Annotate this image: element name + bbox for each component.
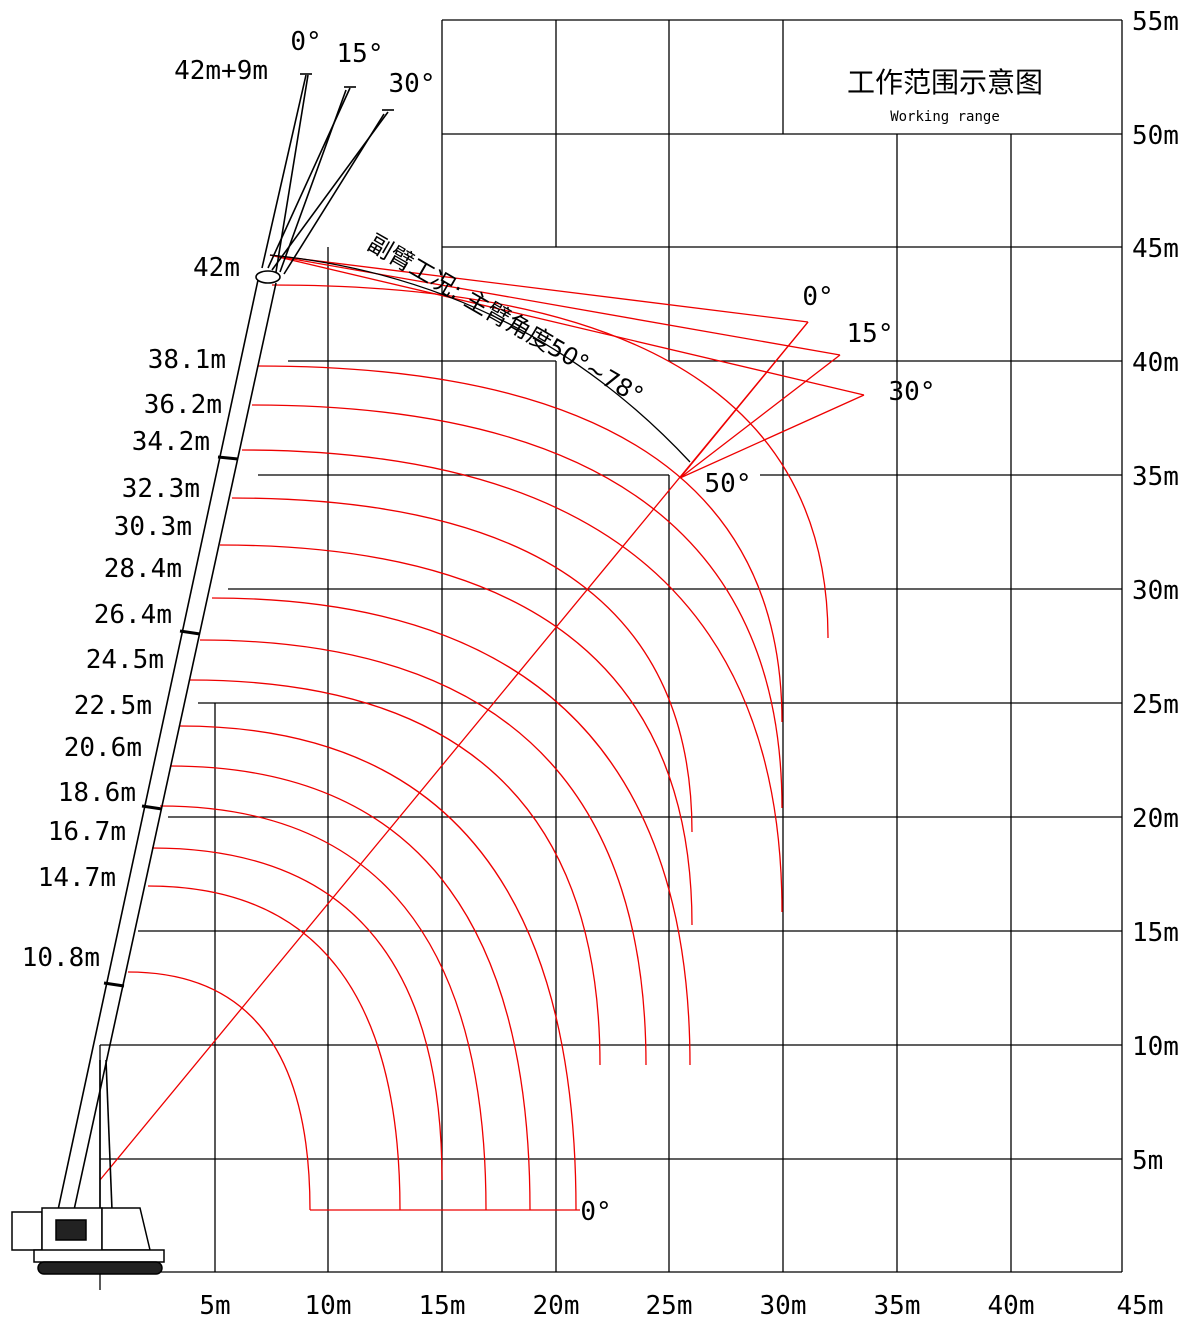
jib-condition-label: 副臂工况: 主臂角度50°~78° bbox=[363, 229, 648, 410]
boom-length-label: 20.6m bbox=[64, 733, 142, 763]
x-tick-label: 20m bbox=[533, 1291, 580, 1321]
boom-joints bbox=[103, 455, 239, 988]
ground-angle-label: 0° bbox=[580, 1197, 611, 1227]
boom-length-label: 42m bbox=[193, 253, 240, 283]
boom-length-label: 26.4m bbox=[94, 600, 172, 630]
radius-arc bbox=[151, 847, 443, 1181]
crawler-crane-body bbox=[11, 1207, 165, 1275]
radius-arc bbox=[251, 404, 783, 809]
angle-lines bbox=[99, 254, 865, 1211]
x-tick-label: 15m bbox=[419, 1291, 466, 1321]
y-tick-label: 20m bbox=[1132, 804, 1179, 834]
radius-arc bbox=[231, 497, 693, 833]
jib-tip-angle-label: 15° bbox=[847, 319, 894, 349]
main-boom bbox=[57, 73, 394, 1211]
radius-arc bbox=[159, 805, 487, 1211]
jib-tip-angle-label: 0° bbox=[802, 282, 833, 312]
x-tick-label: 5m bbox=[199, 1291, 230, 1321]
radius-arc bbox=[189, 679, 601, 1066]
y-tick-label: 55m bbox=[1132, 7, 1179, 37]
radius-arc bbox=[169, 765, 531, 1211]
radius-arc bbox=[219, 544, 693, 926]
radius-arc bbox=[257, 365, 783, 723]
boom-length-label: 22.5m bbox=[74, 691, 152, 721]
y-tick-label: 50m bbox=[1132, 121, 1179, 151]
boom-length-label: 34.2m bbox=[132, 427, 210, 457]
diagram-subtitle: Working range bbox=[890, 109, 1000, 125]
radius-arc bbox=[199, 639, 647, 1066]
jib-angle-label: 30° bbox=[389, 69, 436, 99]
x-tick-label: 25m bbox=[646, 1291, 693, 1321]
radius-arc bbox=[147, 885, 401, 1211]
radius-arc bbox=[271, 284, 829, 639]
boom-length-label: 30.3m bbox=[114, 512, 192, 542]
y-tick-label: 5m bbox=[1132, 1146, 1163, 1176]
boom-length-label: 38.1m bbox=[148, 345, 226, 375]
radius-arc bbox=[241, 449, 783, 913]
y-tick-label: 40m bbox=[1132, 348, 1179, 378]
jib-length-label: 42m+9m bbox=[174, 56, 268, 86]
main-angle-label: 50° bbox=[705, 469, 752, 499]
boom-length-label: 36.2m bbox=[144, 390, 222, 420]
y-tick-label: 25m bbox=[1132, 690, 1179, 720]
boom-length-label: 10.8m bbox=[22, 943, 100, 973]
radius-arc bbox=[127, 971, 311, 1211]
x-tick-label: 10m bbox=[305, 1291, 352, 1321]
y-tick-label: 45m bbox=[1132, 234, 1179, 264]
grid bbox=[99, 19, 1123, 1290]
jib-condition-arc bbox=[269, 254, 691, 463]
working-radius-arcs bbox=[127, 284, 829, 1211]
x-tick-label: 40m bbox=[988, 1291, 1035, 1321]
radius-arc bbox=[179, 725, 577, 1211]
y-tick-label: 15m bbox=[1132, 918, 1179, 948]
boom-length-label: 28.4m bbox=[104, 554, 182, 584]
boom-length-label: 32.3m bbox=[122, 474, 200, 504]
boom-length-label: 14.7m bbox=[38, 863, 116, 893]
x-tick-label: 30m bbox=[760, 1291, 807, 1321]
boom-length-label: 24.5m bbox=[86, 645, 164, 675]
diagram-title: 工作范围示意图 bbox=[847, 66, 1043, 99]
x-tick-label: 45m bbox=[1117, 1291, 1164, 1321]
boom-length-label: 16.7m bbox=[48, 817, 126, 847]
y-tick-label: 10m bbox=[1132, 1032, 1179, 1062]
jib-angle-label: 0° bbox=[290, 27, 321, 57]
boom-length-label: 18.6m bbox=[58, 778, 136, 808]
jib-angle-label: 15° bbox=[337, 39, 384, 69]
jib-tip-angle-label: 30° bbox=[889, 377, 936, 407]
radius-arc bbox=[211, 597, 691, 1066]
x-tick-label: 35m bbox=[874, 1291, 921, 1321]
y-tick-label: 35m bbox=[1132, 462, 1179, 492]
y-tick-label: 30m bbox=[1132, 576, 1179, 606]
